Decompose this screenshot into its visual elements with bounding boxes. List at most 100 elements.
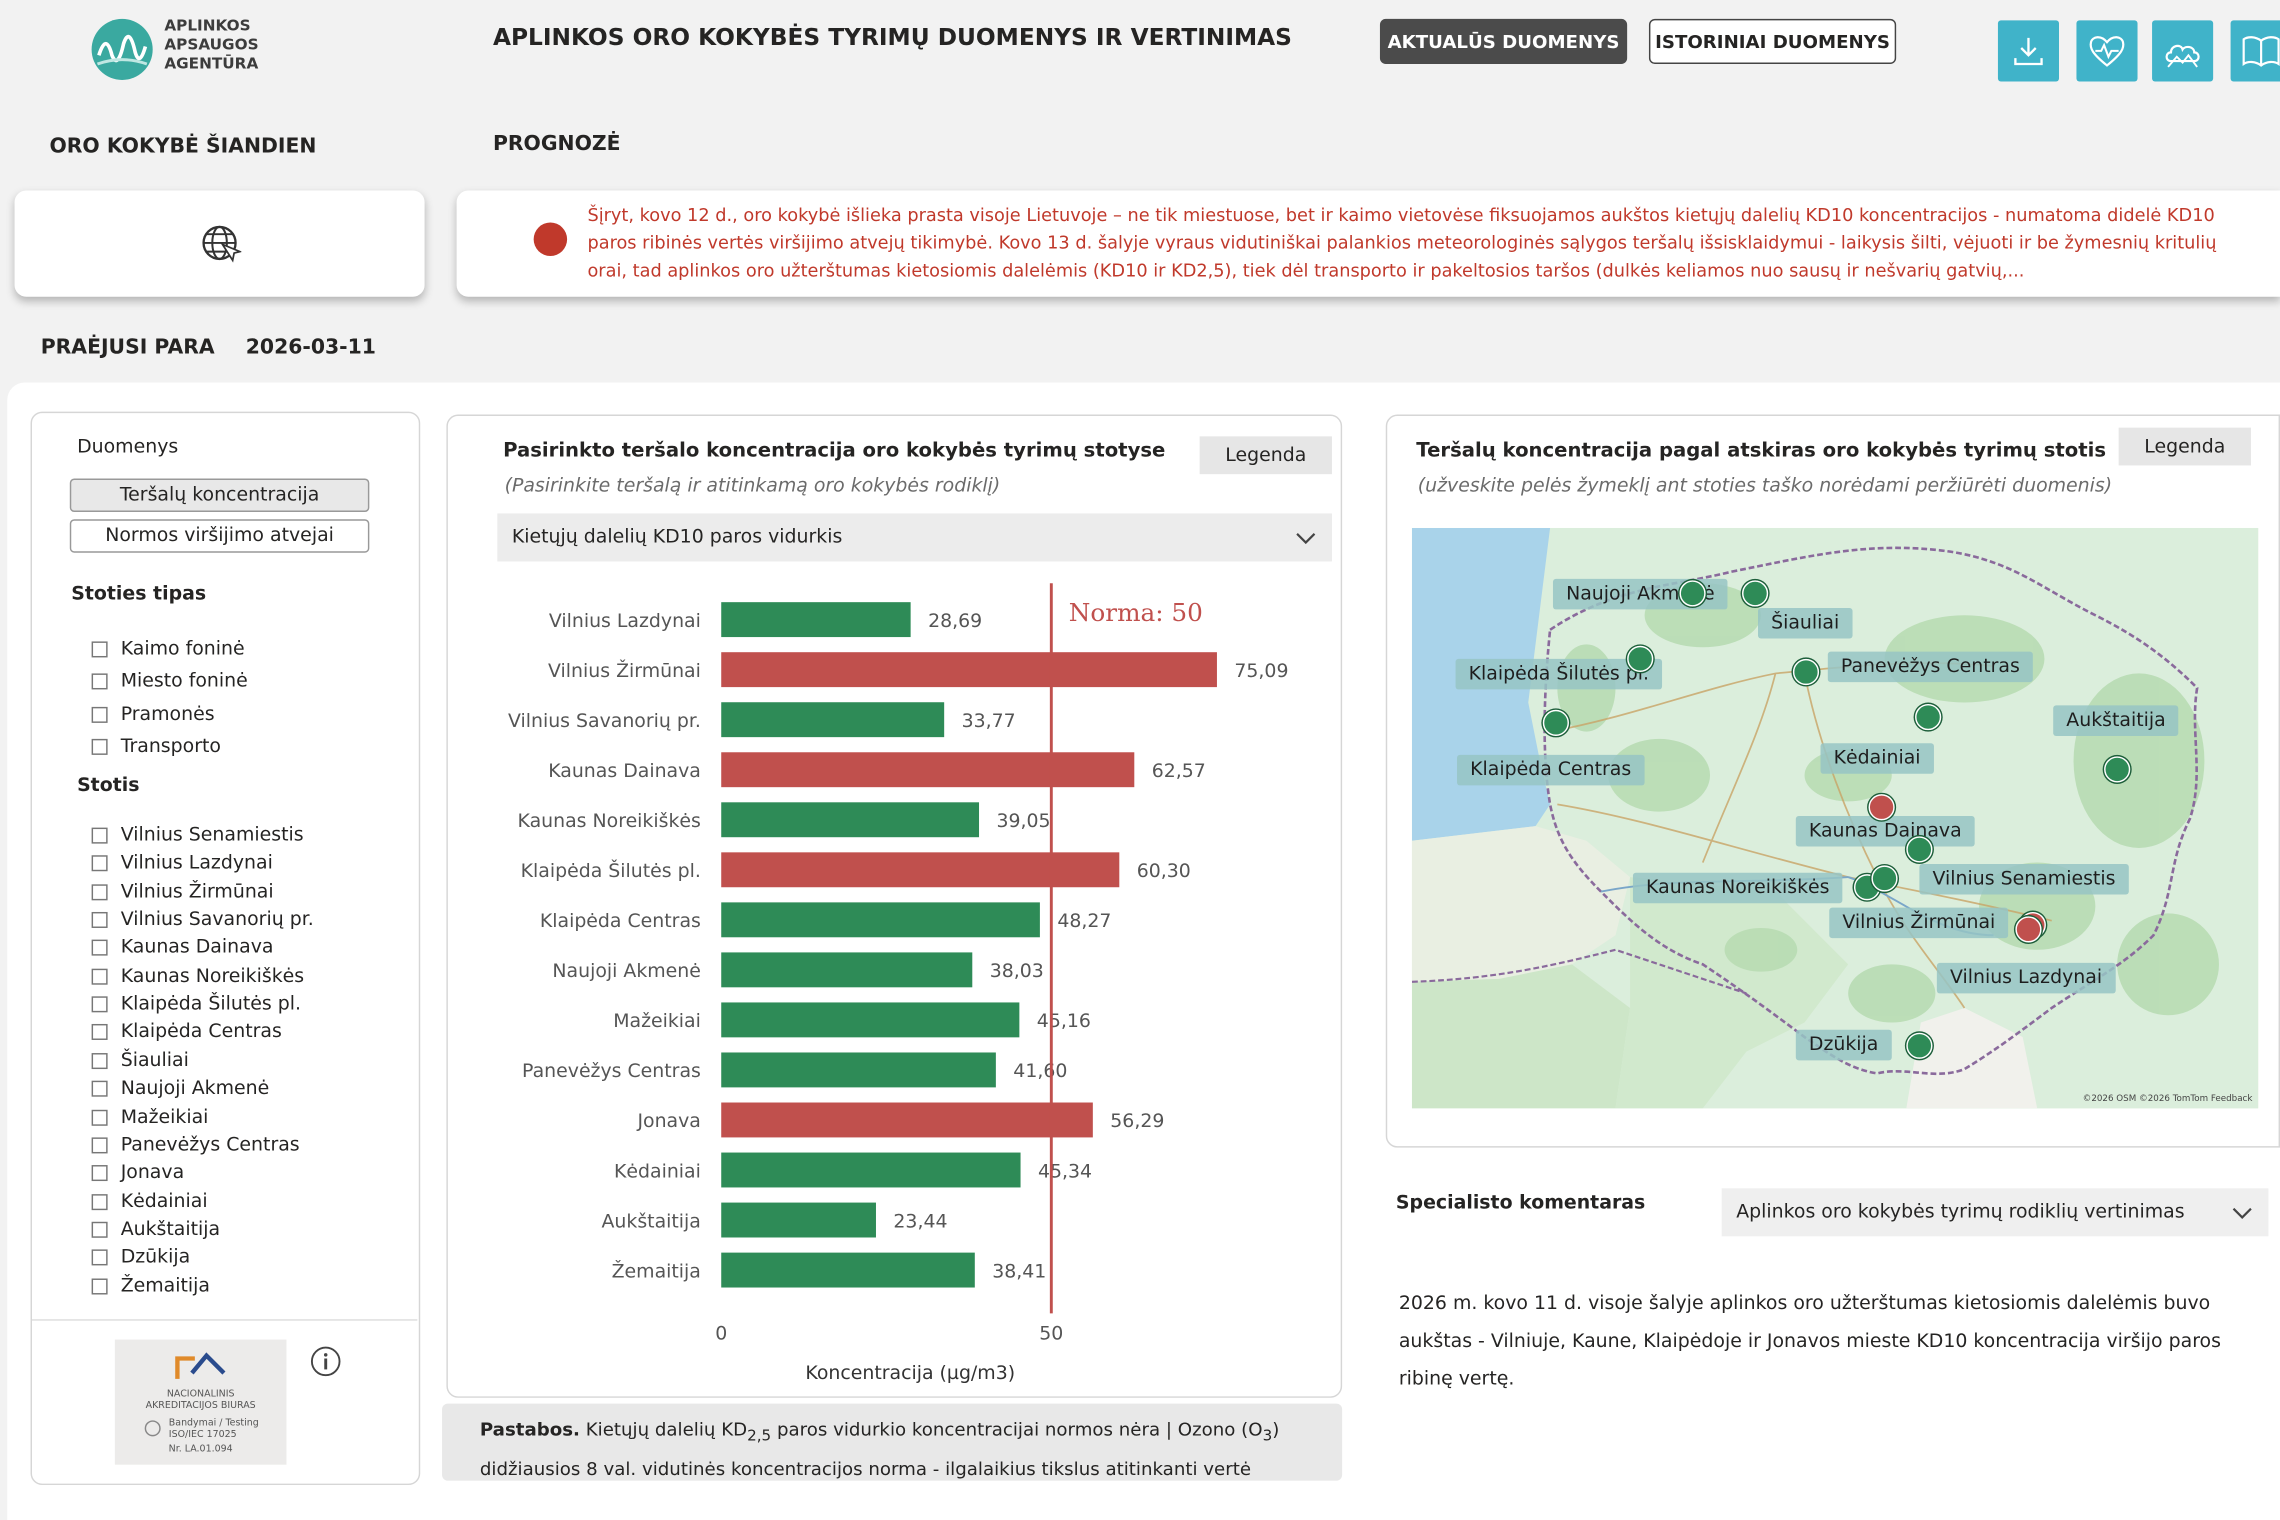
- station-checkbox[interactable]: Dzūkija: [91, 1247, 190, 1269]
- station-checkbox[interactable]: Kėdainiai: [91, 1191, 208, 1212]
- checkbox-box[interactable]: [91, 1024, 108, 1041]
- checkbox-box[interactable]: [91, 1277, 108, 1294]
- station-checkbox[interactable]: Kaunas Noreikiškės: [91, 965, 304, 987]
- checkbox-box[interactable]: [91, 912, 108, 929]
- weather-tile[interactable]: [2152, 20, 2214, 82]
- station-checkbox[interactable]: Kaunas Dainava: [91, 937, 273, 959]
- checkbox-box[interactable]: [91, 940, 108, 957]
- exceedance-toggle[interactable]: Normos viršijimo atvejai: [69, 519, 370, 553]
- bar[interactable]: [721, 652, 1217, 688]
- bar[interactable]: [721, 1202, 876, 1238]
- station-checkbox[interactable]: Mažeikiai: [91, 1106, 208, 1128]
- download-tile[interactable]: [1997, 20, 2060, 82]
- bar[interactable]: [721, 1002, 1020, 1038]
- bar[interactable]: [721, 752, 1135, 788]
- station-checkbox[interactable]: Vilnius Savanorių pr.: [91, 909, 314, 931]
- station-map[interactable]: Naujoji Akmenė Šiauliai Klaipėda Šilutės p…: [1411, 527, 2259, 1109]
- x-axis-label: Koncentracija (µg/m3): [805, 1362, 1015, 1384]
- bar[interactable]: [721, 952, 973, 988]
- cloud-mountain-icon: [2165, 44, 2200, 68]
- bar[interactable]: [721, 802, 980, 838]
- map-station-marker[interactable]: [1679, 580, 1706, 607]
- bar[interactable]: [721, 902, 1040, 938]
- checkbox-box[interactable]: [91, 827, 108, 844]
- map-station-marker[interactable]: [1906, 836, 1933, 863]
- checkbox-box[interactable]: [91, 1221, 108, 1238]
- chart-legend-button[interactable]: Legenda: [1199, 436, 1332, 475]
- checkbox-box[interactable]: [91, 1109, 108, 1126]
- category-label: Naujoji Akmenė: [552, 960, 700, 982]
- historical-data-button[interactable]: ISTORINIAI DUOMENYS: [1648, 18, 1897, 64]
- comment-label: Specialisto komentaras: [1395, 1192, 1646, 1215]
- forecast-label: PROGNOZĖ: [492, 132, 621, 156]
- station-type-checkbox[interactable]: Kaimo foninė: [91, 639, 245, 660]
- category-label: Panevėžys Centras: [522, 1060, 701, 1082]
- bar[interactable]: [721, 1102, 1093, 1138]
- today-card[interactable]: [14, 190, 425, 297]
- checkbox-box[interactable]: [91, 996, 108, 1013]
- checkbox-box[interactable]: [91, 1193, 108, 1210]
- checkbox-box[interactable]: [91, 1137, 108, 1154]
- checkbox-box[interactable]: [91, 855, 108, 872]
- station-checkbox[interactable]: Klaipėda Šilutės pl.: [91, 993, 302, 1016]
- checkbox-box[interactable]: [91, 1052, 108, 1069]
- station-checkbox[interactable]: Vilnius Lazdynai: [91, 853, 273, 875]
- map-station-marker[interactable]: [1627, 645, 1654, 672]
- station-label: Klaipėda Šilutės pl.: [120, 993, 302, 1016]
- chevron-down-icon: [2232, 1207, 2252, 1219]
- checkbox-box[interactable]: [91, 1080, 108, 1097]
- bar[interactable]: [721, 1052, 996, 1088]
- bar[interactable]: [721, 602, 911, 638]
- bar[interactable]: [721, 1252, 975, 1288]
- pollutant-dropdown-value: Kietųjų dalelių KD10 paros vidurkis: [511, 526, 843, 549]
- station-checkbox[interactable]: Naujoji Akmenė: [91, 1078, 269, 1100]
- checkbox-box[interactable]: [91, 968, 108, 985]
- map-station-marker[interactable]: [1868, 794, 1895, 821]
- station-checkbox[interactable]: Jonava: [91, 1162, 184, 1184]
- station-checkbox[interactable]: Klaipėda Centras: [91, 1022, 282, 1044]
- current-data-button[interactable]: AKTUALŪS DUOMENYS: [1379, 18, 1628, 64]
- checkbox-box[interactable]: [91, 641, 108, 658]
- checkbox-box[interactable]: [91, 706, 108, 723]
- checkbox-box[interactable]: [91, 1249, 108, 1266]
- map-station-marker[interactable]: [1915, 703, 1942, 731]
- map-station-label: Panevėžys Centras: [1827, 651, 2033, 683]
- map-station-marker[interactable]: [1542, 709, 1569, 736]
- station-checkbox[interactable]: Vilnius Žirmūnai: [91, 881, 274, 903]
- guide-tile[interactable]: [2230, 20, 2280, 82]
- map-station-marker[interactable]: [1871, 865, 1898, 892]
- map-station-marker[interactable]: [1906, 1032, 1933, 1059]
- note-part-a: Kietųjų dalelių KD: [579, 1418, 748, 1440]
- concentration-toggle[interactable]: Teršalų koncentracija: [69, 478, 370, 512]
- category-label: Kėdainiai: [614, 1160, 701, 1182]
- bar[interactable]: [721, 702, 945, 738]
- bar[interactable]: [721, 852, 1120, 888]
- checkbox-box[interactable]: [91, 1165, 108, 1182]
- map-station-marker[interactable]: [1742, 580, 1769, 607]
- agency-logo[interactable]: APLINKOS APSAUGOS AGENTŪRA: [90, 15, 279, 82]
- health-tile[interactable]: [2076, 20, 2138, 82]
- station-type-checkbox[interactable]: Pramonės: [91, 703, 215, 725]
- station-checkbox[interactable]: Panevėžys Centras: [91, 1134, 300, 1156]
- station-checkbox[interactable]: Aukštaitija: [91, 1219, 221, 1241]
- map-station-marker[interactable]: [2015, 916, 2042, 943]
- map-station-label: Aukštaitija: [2053, 705, 2179, 736]
- note-sub-1: 2,5: [747, 1427, 772, 1446]
- map-station-marker[interactable]: [2104, 756, 2131, 783]
- checkbox-box[interactable]: [91, 673, 108, 690]
- station-checkbox[interactable]: Vilnius Senamiestis: [91, 825, 304, 847]
- map-attribution[interactable]: ©2026 OSM ©2026 TomTom Feedback: [2082, 1093, 2253, 1104]
- pollutant-dropdown[interactable]: Kietųjų dalelių KD10 paros vidurkis: [497, 513, 1332, 562]
- station-checkbox[interactable]: Šiauliai: [91, 1050, 189, 1072]
- info-icon[interactable]: [310, 1345, 342, 1377]
- station-type-checkbox[interactable]: Miesto foninė: [91, 671, 248, 693]
- checkbox-box[interactable]: [91, 738, 108, 755]
- comment-dropdown[interactable]: Aplinkos oro kokybės tyrimų rodiklių ver…: [1721, 1188, 2269, 1237]
- map-legend-button[interactable]: Legenda: [2118, 427, 2251, 466]
- station-checkbox[interactable]: Žemaitija: [91, 1275, 210, 1297]
- station-type-checkbox[interactable]: Transporto: [91, 736, 221, 758]
- book-icon: [2242, 36, 2280, 67]
- bar[interactable]: [721, 1152, 1021, 1188]
- checkbox-box[interactable]: [91, 883, 108, 900]
- map-station-marker[interactable]: [1792, 658, 1820, 686]
